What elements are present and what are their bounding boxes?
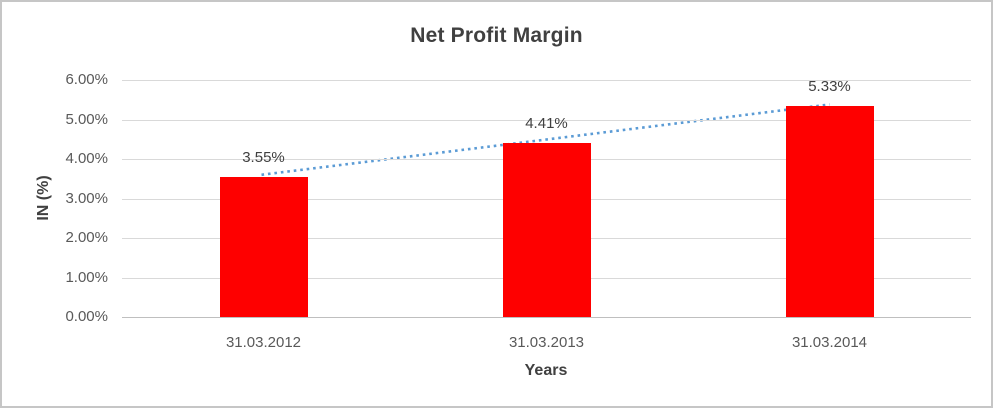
y-tick-label: 2.00% (65, 229, 108, 246)
y-tick-label: 3.00% (65, 189, 108, 207)
data-label: 5.33% (808, 78, 851, 96)
x-tick-label: 31.03.2013 (508, 334, 585, 351)
x-axis-line (122, 317, 971, 318)
x-axis-title: Years (524, 362, 568, 379)
chart-title: Net Profit Margin (410, 24, 583, 47)
bar-31.03.2013 (502, 142, 591, 317)
y-tick-label: 0.00% (65, 308, 108, 325)
x-tick-label: 31.03.2012 (225, 334, 302, 351)
x-tick-label: 31.03.2014 (791, 334, 868, 351)
plot-area (122, 80, 971, 318)
y-tick-label: 6.00% (65, 71, 108, 88)
bar-31.03.2012 (219, 176, 308, 317)
y-tick-label: 4.00% (65, 150, 108, 167)
data-label: 4.41% (525, 114, 568, 132)
y-tick-label: 1.00% (65, 268, 108, 286)
y-tick-label: 5.00% (65, 110, 108, 128)
gridline (122, 119, 971, 121)
bar-31.03.2014 (785, 106, 874, 317)
data-label: 3.55% (242, 148, 285, 166)
gridline (122, 80, 971, 81)
